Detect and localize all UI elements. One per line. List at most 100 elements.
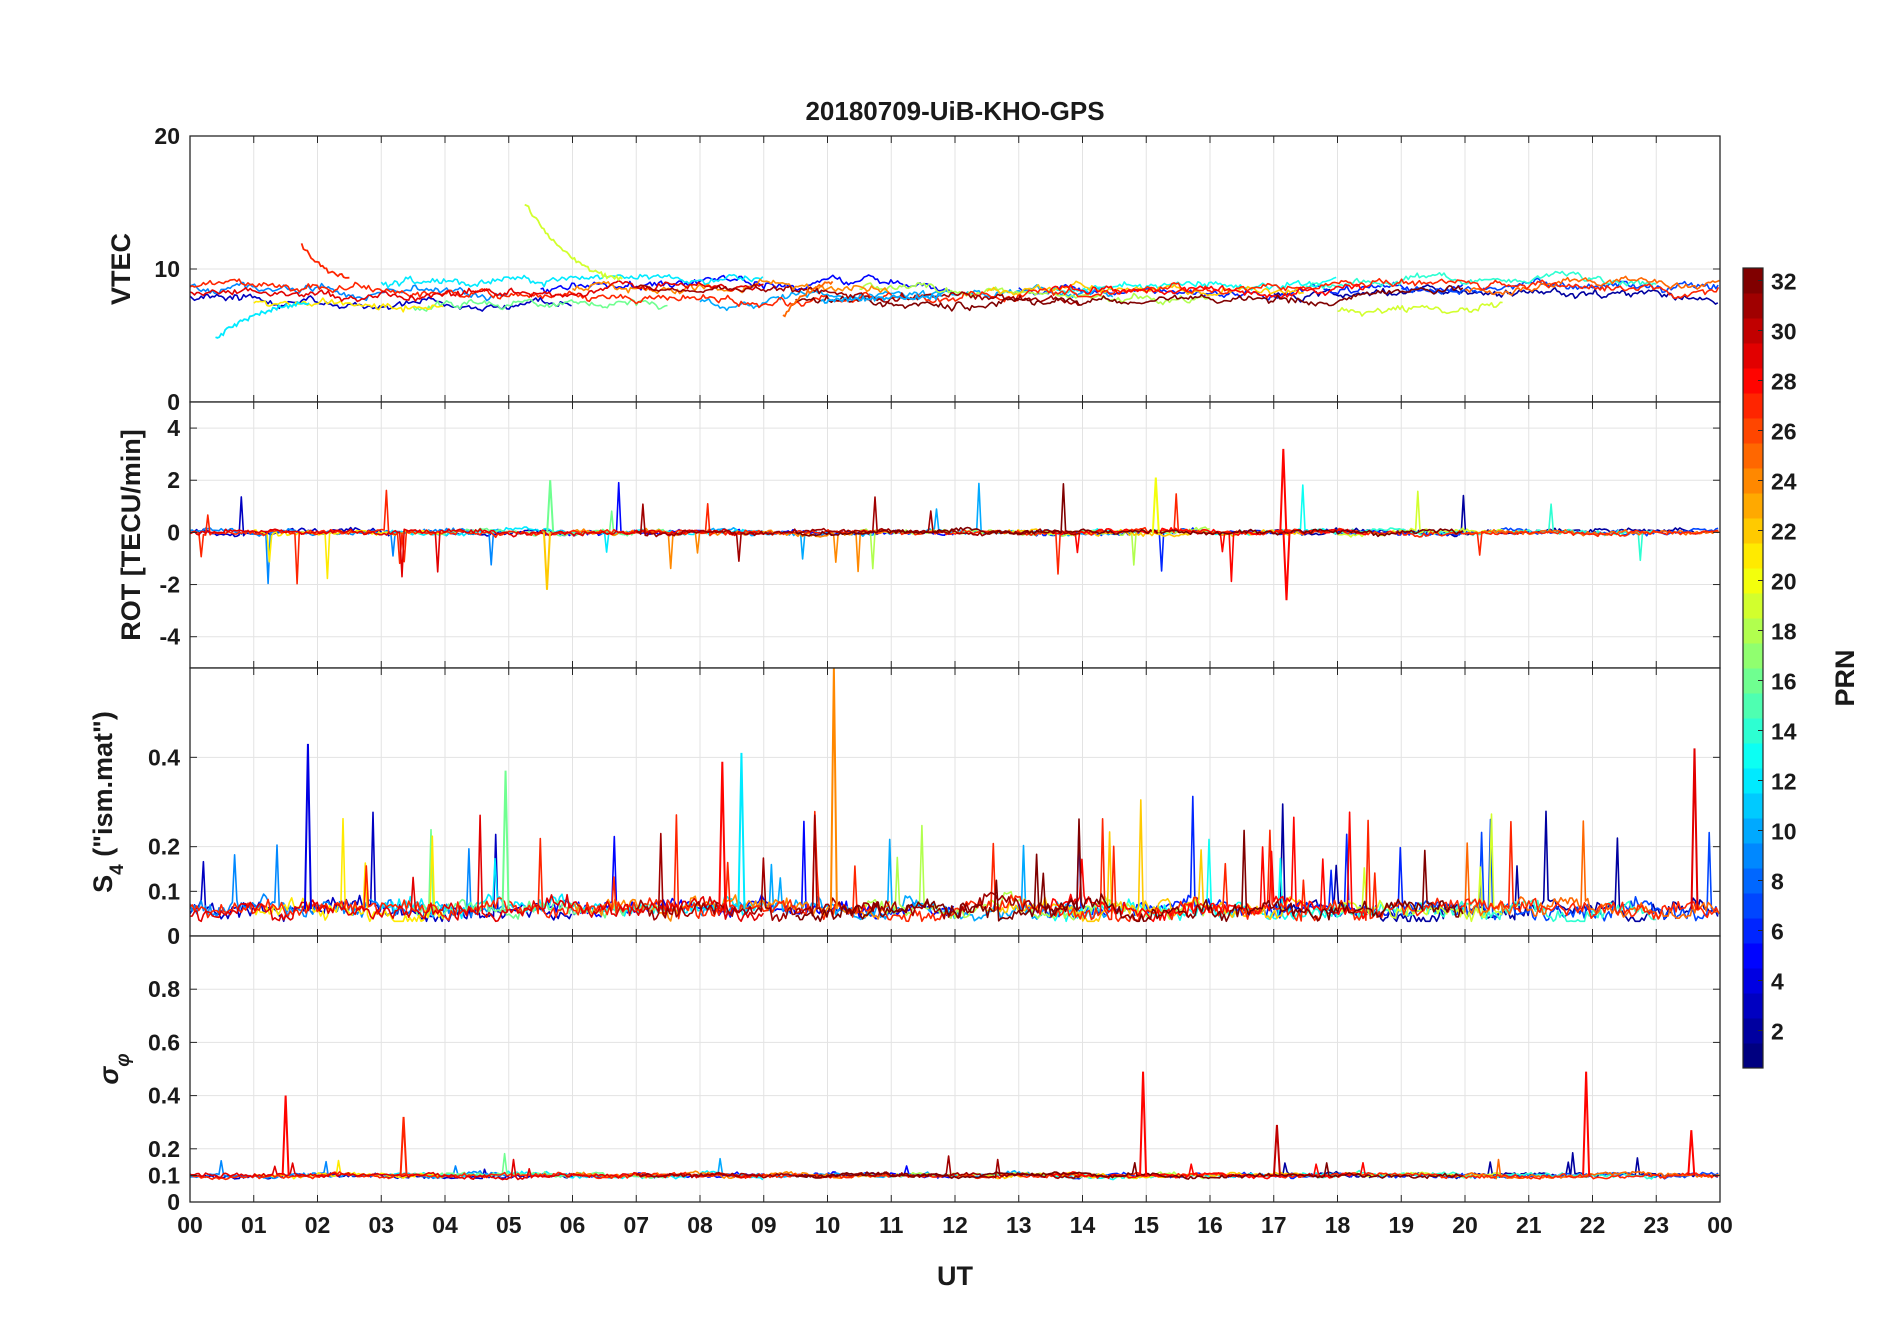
x-tick-label: 21 bbox=[1516, 1212, 1542, 1238]
series-prn-25 bbox=[1464, 275, 1720, 296]
y-tick-label-rot: -4 bbox=[160, 624, 181, 650]
colorbar-segment bbox=[1743, 993, 1763, 1019]
colorbar-segment bbox=[1743, 518, 1763, 544]
series-prn-28 bbox=[1050, 283, 1368, 300]
colorbar-tick-label: 28 bbox=[1771, 369, 1797, 395]
y-axis-label-vtec: VTEC bbox=[106, 233, 136, 305]
x-tick-label: 20 bbox=[1452, 1212, 1478, 1238]
colorbar-segment bbox=[1743, 368, 1763, 394]
series-prn-12 bbox=[380, 273, 764, 289]
x-axis-label: UT bbox=[937, 1261, 973, 1291]
colorbar-segment bbox=[1743, 768, 1763, 794]
x-tick-label: 16 bbox=[1197, 1212, 1223, 1238]
series-prn-31 bbox=[635, 1155, 1081, 1180]
series-prn-2 bbox=[1273, 1152, 1719, 1180]
x-tick-label: 11 bbox=[879, 1212, 904, 1238]
y-tick-label-sigma: 0.8 bbox=[148, 976, 180, 1002]
y-tick-label-sigma: 0.6 bbox=[148, 1029, 180, 1055]
colorbar-tick-label: 10 bbox=[1771, 819, 1797, 845]
chart-title: 20180709-UiB-KHO-GPS bbox=[805, 96, 1104, 126]
colorbar-tick-label: 6 bbox=[1771, 919, 1784, 945]
panel-vtec-series-group bbox=[190, 203, 1720, 339]
feature-peak-prn-16 bbox=[546, 480, 555, 533]
y-tick-label-sigma: 0.1 bbox=[148, 1162, 180, 1188]
y-tick-label-s4: 0 bbox=[167, 923, 180, 949]
series-prn-21 bbox=[253, 297, 444, 313]
feature-peak-prn-24 bbox=[829, 668, 838, 910]
x-tick-label: 00 bbox=[1707, 1212, 1733, 1238]
series-prn-19 bbox=[1336, 813, 1503, 923]
x-tick-label: 12 bbox=[942, 1212, 968, 1238]
colorbar-segment bbox=[1743, 1018, 1763, 1044]
colorbar-segment bbox=[1743, 743, 1763, 769]
feature-peak-prn-16 bbox=[501, 770, 510, 910]
series-prn-19 bbox=[1337, 490, 1503, 538]
colorbar-segment bbox=[1743, 818, 1763, 844]
y-tick-label-rot: 4 bbox=[167, 415, 180, 441]
series-prn-32 bbox=[795, 818, 1464, 923]
x-tick-label: 02 bbox=[305, 1212, 331, 1238]
y-axis-label-rot: ROT [TECU/min] bbox=[116, 429, 146, 640]
colorbar-segment bbox=[1743, 793, 1763, 819]
feature-peak-prn-22 bbox=[543, 532, 551, 590]
y-tick-label-s4: 0.1 bbox=[148, 878, 180, 904]
colorbar-segment bbox=[1743, 1043, 1763, 1069]
feature-peak-prn-28 bbox=[281, 1095, 290, 1176]
colorbar-segment bbox=[1743, 593, 1763, 619]
colorbar-segment bbox=[1743, 393, 1763, 419]
x-tick-label: 13 bbox=[1006, 1212, 1032, 1238]
panel-s4-series-group bbox=[190, 668, 1720, 923]
colorbar-segment bbox=[1743, 443, 1763, 469]
feature-peak-prn-28 bbox=[1139, 1071, 1148, 1176]
series-prn-32 bbox=[795, 284, 1464, 312]
x-tick-label: 22 bbox=[1580, 1212, 1606, 1238]
series-prn-14 bbox=[1305, 270, 1657, 290]
series-prn-31 bbox=[636, 496, 1081, 563]
colorbar-tick-label: 22 bbox=[1771, 519, 1797, 545]
colorbar-tick-label: 4 bbox=[1771, 969, 1784, 995]
feature-peak-prn-4 bbox=[303, 743, 312, 910]
x-tick-label: 07 bbox=[623, 1212, 649, 1238]
colorbar-segment bbox=[1743, 693, 1763, 719]
colorbar-segment bbox=[1743, 318, 1763, 344]
y-tick-label-vtec: 20 bbox=[154, 123, 180, 149]
colorbar-tick-label: 12 bbox=[1771, 769, 1797, 795]
y-tick-label-vtec: 0 bbox=[167, 389, 180, 415]
colorbar-segment bbox=[1743, 343, 1763, 369]
x-tick-label: 10 bbox=[815, 1212, 841, 1238]
series-prn-32 bbox=[795, 1162, 1464, 1180]
feature-arc-prn-27 bbox=[300, 243, 350, 279]
colorbar-tick-label: 8 bbox=[1771, 869, 1784, 895]
panel-vtec: 0 10 20 VTEC bbox=[106, 123, 1721, 415]
feature-arc-prn-25 bbox=[782, 280, 834, 318]
series-prn-29 bbox=[190, 814, 765, 923]
feature-peak-prn-20 bbox=[1151, 477, 1160, 533]
feature-peak-prn-30 bbox=[1272, 1124, 1281, 1176]
colorbar-segment bbox=[1743, 868, 1763, 894]
x-tick-label: 05 bbox=[496, 1212, 522, 1238]
y-axis-label-sigma: σφ bbox=[94, 1053, 134, 1084]
series-prn-25 bbox=[1464, 820, 1720, 920]
feature-peak-prn-28 bbox=[1687, 1130, 1696, 1176]
feature-arc-prn-10 bbox=[820, 293, 942, 304]
series-prn-32 bbox=[795, 482, 1464, 538]
feature-peak-prn-27 bbox=[399, 1116, 408, 1176]
y-tick-label-rot: 2 bbox=[167, 467, 180, 493]
feature-peak-prn-28 bbox=[1582, 1071, 1591, 1176]
colorbar-tick-label: 32 bbox=[1771, 269, 1797, 295]
colorbar-label: PRN bbox=[1830, 649, 1860, 706]
panel-sigma-series-group bbox=[190, 1071, 1720, 1181]
colorbar-segment bbox=[1743, 268, 1763, 294]
x-tick-label: 04 bbox=[432, 1212, 458, 1238]
x-tick-label: 19 bbox=[1388, 1212, 1414, 1238]
colorbar-segment bbox=[1743, 568, 1763, 594]
series-prn-21 bbox=[253, 817, 445, 923]
y-axis-label-s4: S4 ("ism.mat") bbox=[88, 711, 128, 893]
y-tick-label-rot: -2 bbox=[160, 572, 180, 598]
y-tick-label-rot: 0 bbox=[167, 519, 180, 545]
series-prn-25 bbox=[1464, 1158, 1720, 1180]
x-tick-label: 17 bbox=[1261, 1212, 1287, 1238]
colorbar-segment bbox=[1743, 418, 1763, 444]
x-tick-label: 09 bbox=[751, 1212, 777, 1238]
